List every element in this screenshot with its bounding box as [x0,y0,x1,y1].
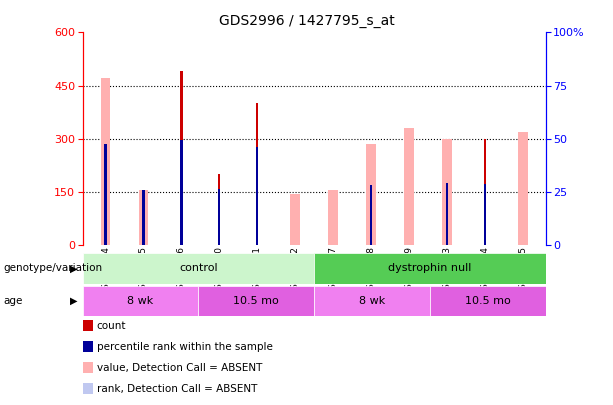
Text: dystrophin null: dystrophin null [388,263,471,273]
Bar [404,128,414,245]
Text: percentile rank within the sample: percentile rank within the sample [97,342,273,352]
Bar [329,190,338,245]
Bar [256,147,259,245]
Bar [180,71,183,245]
Bar [104,144,107,245]
Text: 10.5 mo: 10.5 mo [234,296,279,306]
Bar [199,286,314,316]
Text: GDS2996 / 1427795_s_at: GDS2996 / 1427795_s_at [219,14,394,28]
Bar [370,185,372,245]
Text: count: count [97,321,126,331]
Text: value, Detection Call = ABSENT: value, Detection Call = ABSENT [97,363,262,373]
Bar [139,190,148,245]
Text: ▶: ▶ [70,296,77,306]
Bar [142,190,145,245]
Bar [442,183,452,245]
Bar [83,286,199,316]
Text: ▶: ▶ [70,263,77,273]
Bar [446,183,448,245]
Text: 8 wk: 8 wk [359,296,385,306]
Bar [484,139,486,245]
Bar [180,141,183,245]
Bar [484,184,486,245]
Bar [256,103,259,245]
Bar [314,253,546,284]
Bar [101,79,110,245]
Bar [367,187,376,245]
Bar [291,194,300,245]
Bar [442,139,452,245]
Bar [430,286,546,316]
Bar [518,132,528,245]
Bar [314,286,430,316]
Text: control: control [179,263,218,273]
Bar [518,181,528,245]
Text: age: age [3,296,23,306]
Bar [83,253,314,284]
Text: genotype/variation: genotype/variation [3,263,102,273]
Bar [218,189,221,245]
Text: 10.5 mo: 10.5 mo [465,296,511,306]
Bar [218,174,221,245]
Text: rank, Detection Call = ABSENT: rank, Detection Call = ABSENT [97,384,257,394]
Text: 8 wk: 8 wk [128,296,154,306]
Bar [367,144,376,245]
